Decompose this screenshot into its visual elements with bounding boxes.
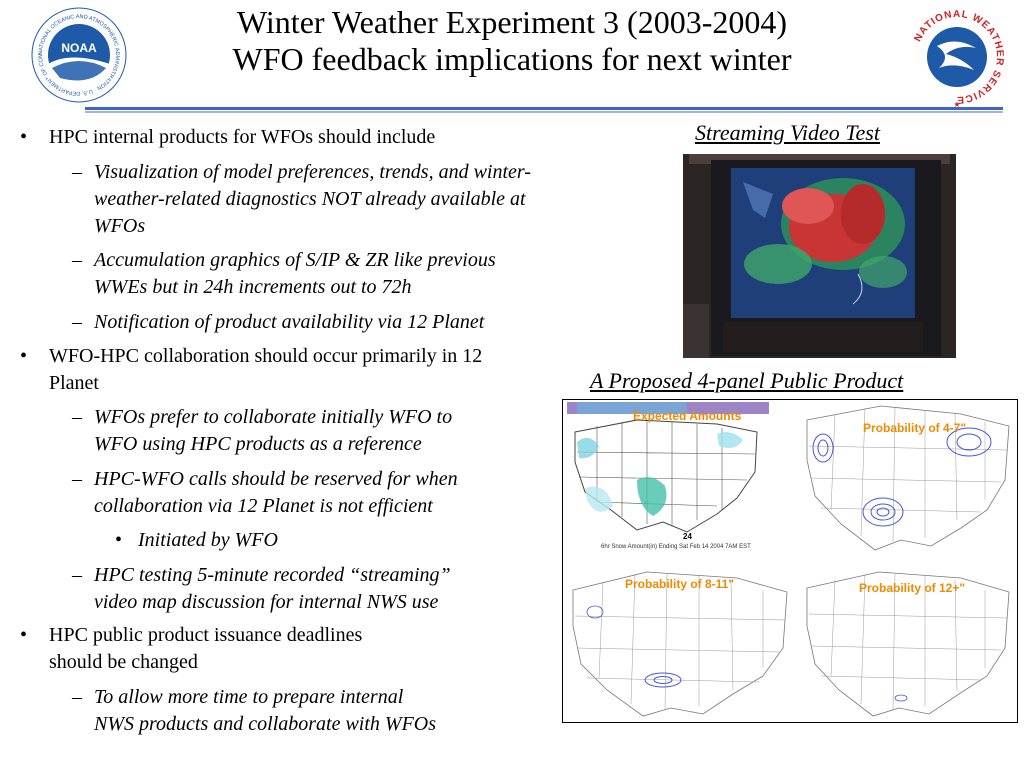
- sub-bullet-line: Accumulation graphics of S/IP & ZR like …: [94, 249, 496, 271]
- panel-probability-4-7: Probability of 4-7": [801, 400, 1015, 560]
- probability-12-plus-map: [801, 564, 1015, 720]
- sub-bullet: – Notification of product availability v…: [72, 309, 485, 336]
- sub-bullet-line: HPC-WFO calls should be reserved for whe…: [94, 468, 458, 490]
- sub-bullet-line: Visualization of model preferences, tren…: [94, 161, 531, 183]
- sub-bullet: – Visualization of model preferences, tr…: [72, 159, 531, 240]
- sub-bullet: – Accumulation graphics of S/IP & ZR lik…: [72, 247, 496, 301]
- bullet-symbol: •: [20, 345, 28, 367]
- noaa-logo-acronym: NOAA: [61, 41, 97, 55]
- sub-bullet-line: WWEs but in 24h increments out to 72h: [94, 276, 412, 298]
- dash-symbol: –: [72, 564, 82, 586]
- bullet-symbol: •: [20, 126, 28, 148]
- sub-bullet-line: To allow more time to prepare internal: [94, 686, 404, 708]
- panel-label: Expected Amounts: [633, 409, 742, 423]
- dash-symbol: –: [72, 406, 82, 428]
- dash-symbol: –: [72, 468, 82, 490]
- bullet-line: Planet: [49, 372, 99, 394]
- sub-bullet: – HPC testing 5-minute recorded “streami…: [72, 562, 451, 616]
- sub-bullet-line: collaboration via 12 Planet is not effic…: [94, 495, 433, 517]
- sub-bullet-line: WFOs: [94, 215, 146, 237]
- title-divider: [85, 107, 1003, 110]
- sub-bullet: – HPC-WFO calls should be reserved for w…: [72, 466, 458, 520]
- panel-label: Probability of 4-7": [863, 421, 967, 435]
- streaming-video-caption: Streaming Video Test: [695, 120, 880, 145]
- sub-bullet-line: video map discussion for internal NWS us…: [94, 591, 439, 613]
- bullet-symbol: •: [20, 624, 28, 646]
- bullet-text: HPC internal products for WFOs should in…: [49, 126, 436, 148]
- panel-label: Probability of 8-11": [625, 577, 735, 591]
- panel-expected-amounts: Expected Amounts 24 6hr Snow Amount(in) …: [567, 402, 769, 562]
- dash-symbol: –: [72, 311, 82, 333]
- panel-label: Probability of 12+": [859, 581, 966, 595]
- bullet-item: • WFO-HPC collaboration should occur pri…: [20, 343, 483, 397]
- dash-symbol: –: [72, 686, 82, 708]
- sub-bullet-line: weather-related diagnostics NOT already …: [94, 188, 526, 210]
- sub-sub-bullet: • Initiated by WFO: [115, 527, 278, 554]
- dash-symbol: –: [72, 249, 82, 271]
- bullet-symbol: •: [115, 529, 123, 551]
- dash-symbol: –: [72, 161, 82, 183]
- svg-text:★: ★: [953, 100, 960, 108]
- bullet-item: • HPC public product issuance deadlines …: [20, 622, 363, 676]
- bullet-item: • HPC internal products for WFOs should …: [20, 124, 436, 151]
- panel-probability-8-11: Probability of 8-11": [567, 564, 793, 720]
- four-panel-frame: Expected Amounts 24 6hr Snow Amount(in) …: [562, 399, 1018, 723]
- bullet-line: WFO-HPC collaboration should occur prima…: [49, 345, 483, 367]
- streaming-video-image: [683, 154, 956, 358]
- expected-amounts-map: [567, 402, 769, 562]
- sub-bullet-line: WFO using HPC products as a reference: [94, 433, 422, 455]
- sub-bullet-line: WFOs prefer to collaborate initially WFO…: [94, 406, 453, 428]
- sub-bullet: – WFOs prefer to collaborate initially W…: [72, 404, 453, 458]
- bullet-line: should be changed: [49, 651, 198, 673]
- sub-sub-bullet-text: Initiated by WFO: [138, 529, 278, 551]
- four-panel-caption: A Proposed 4-panel Public Product: [590, 368, 904, 393]
- sub-bullet-line: HPC testing 5-minute recorded “streaming…: [94, 564, 451, 586]
- panel-footer: 6hr Snow Amount(in) Ending Sat Feb 14 20…: [601, 544, 751, 550]
- sub-bullet: – To allow more time to prepare internal…: [72, 684, 437, 738]
- slide-title: Winter Weather Experiment 3 (2003-2004) …: [140, 4, 884, 78]
- panel-probability-12-plus: Probability of 12+": [801, 564, 1015, 720]
- bullet-line: HPC public product issuance deadlines: [49, 624, 363, 646]
- title-line-2: WFO feedback implications for next winte…: [232, 41, 792, 77]
- title-divider-shadow: [85, 111, 1003, 113]
- sub-bullet-line: NWS products and collaborate with WFOs: [94, 713, 437, 735]
- panel-value: 24: [683, 532, 692, 541]
- sub-bullet-line: Notification of product availability via…: [94, 311, 485, 333]
- nws-logo: NATIONAL WEATHER SERVICE ★: [908, 8, 1006, 108]
- title-line-1: Winter Weather Experiment 3 (2003-2004): [236, 4, 788, 40]
- probability-8-11-map: [567, 564, 793, 720]
- probability-4-7-map: [801, 400, 1015, 560]
- noaa-logo: NATIONAL OCEANIC AND ATMOSPHERIC ADMINIS…: [30, 6, 127, 103]
